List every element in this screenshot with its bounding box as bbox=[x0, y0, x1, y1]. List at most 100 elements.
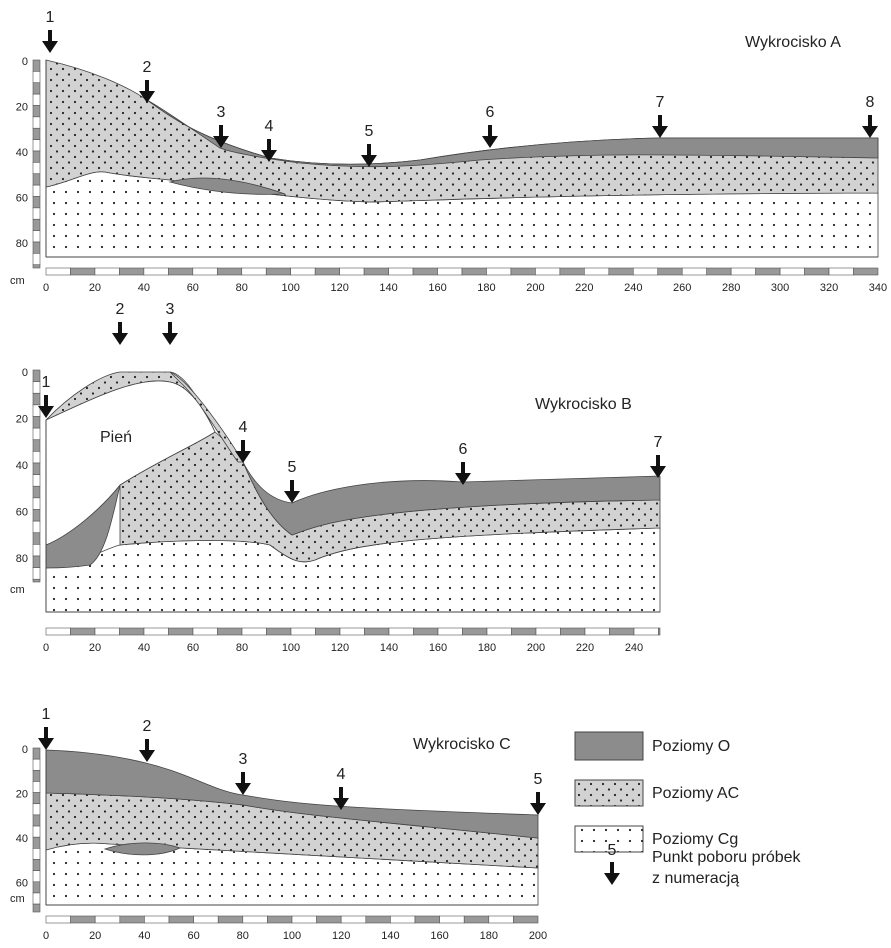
distance-scale bbox=[414, 628, 439, 635]
depth-ruler bbox=[33, 197, 40, 208]
distance-scale bbox=[512, 628, 537, 635]
panel-title: Wykrocisko A bbox=[745, 34, 841, 51]
distance-scale bbox=[659, 628, 661, 635]
distance-scale bbox=[120, 628, 145, 635]
legend-arrow bbox=[604, 862, 620, 885]
distance-scale bbox=[438, 628, 463, 635]
x-tick-label: 260 bbox=[673, 282, 691, 294]
depth-ruler bbox=[33, 871, 40, 882]
sample-point-number: 5 bbox=[534, 771, 543, 788]
x-tick-label: 280 bbox=[722, 282, 740, 294]
sample-point-number: 2 bbox=[116, 301, 125, 318]
sample-arrow bbox=[650, 455, 666, 478]
depth-ruler bbox=[33, 253, 40, 264]
distance-scale bbox=[415, 916, 440, 923]
distance-scale bbox=[95, 268, 119, 275]
depth-ruler bbox=[33, 428, 40, 440]
sample-point-number: 1 bbox=[42, 706, 51, 723]
distance-scale bbox=[366, 916, 391, 923]
depth-ruler bbox=[33, 440, 40, 452]
y-tick-label: 40 bbox=[16, 460, 28, 472]
sample-arrow bbox=[482, 125, 498, 148]
depth-ruler bbox=[33, 498, 40, 510]
y-tick-label: 0 bbox=[22, 367, 28, 379]
y-tick-label: 20 bbox=[16, 101, 28, 113]
x-tick-label: 200 bbox=[526, 282, 544, 294]
depth-ruler bbox=[33, 451, 40, 463]
depth-ruler bbox=[33, 510, 40, 522]
sample-arrow bbox=[42, 30, 58, 53]
distance-scale bbox=[365, 628, 390, 635]
legend-sample-number: 5 bbox=[608, 842, 617, 859]
x-tick-label: 180 bbox=[478, 642, 496, 654]
distance-scale bbox=[218, 916, 243, 923]
depth-ruler bbox=[33, 759, 40, 770]
sample-point-number: 2 bbox=[143, 718, 152, 735]
x-tick-label: 140 bbox=[380, 642, 398, 654]
distance-scale bbox=[169, 628, 194, 635]
distance-scale bbox=[438, 268, 462, 275]
distance-scale bbox=[513, 916, 538, 923]
x-tick-label: 80 bbox=[237, 930, 249, 942]
distance-scale bbox=[440, 916, 465, 923]
y-tick-label: 60 bbox=[16, 192, 28, 204]
distance-scale bbox=[682, 268, 706, 275]
x-tick-label: 100 bbox=[282, 282, 300, 294]
x-tick-label: 140 bbox=[381, 930, 399, 942]
legend-label: Poziomy O bbox=[652, 738, 730, 755]
distance-scale bbox=[340, 628, 365, 635]
legend-sample-text: Punkt poboru próbek bbox=[652, 849, 802, 866]
sample-arrow bbox=[162, 322, 178, 345]
x-tick-label: 100 bbox=[283, 930, 301, 942]
depth-ruler bbox=[33, 804, 40, 815]
depth-ruler bbox=[33, 162, 40, 173]
x-tick-label: 120 bbox=[331, 642, 349, 654]
distance-scale bbox=[707, 268, 731, 275]
figure: Poziomy O Poziomy AC Poziomy Cg 5 Punkt … bbox=[0, 0, 891, 943]
y-unit: cm bbox=[10, 275, 25, 287]
sample-arrow bbox=[530, 792, 546, 815]
x-tick-label: 80 bbox=[236, 642, 248, 654]
distance-scale bbox=[70, 268, 94, 275]
depth-ruler bbox=[33, 463, 40, 475]
distance-scale bbox=[194, 916, 219, 923]
x-tick-label: 240 bbox=[625, 642, 643, 654]
y-tick-label: 40 bbox=[16, 147, 28, 159]
depth-ruler bbox=[33, 579, 40, 582]
sample-arrow bbox=[284, 480, 300, 503]
legend-label: Poziomy Cg bbox=[652, 831, 738, 848]
legend: Poziomy O Poziomy AC Poziomy Cg 5 Punkt … bbox=[575, 732, 802, 887]
x-tick-label: 200 bbox=[529, 930, 547, 942]
sample-arrow bbox=[112, 322, 128, 345]
x-tick-label: 240 bbox=[624, 282, 642, 294]
distance-scale bbox=[46, 628, 71, 635]
depth-ruler bbox=[33, 770, 40, 781]
x-tick-label: 120 bbox=[330, 282, 348, 294]
distance-scale bbox=[854, 268, 878, 275]
depth-ruler bbox=[33, 837, 40, 848]
depth-ruler bbox=[33, 533, 40, 545]
x-tick-label: 340 bbox=[869, 282, 887, 294]
sample-arrow bbox=[38, 727, 54, 750]
x-tick-label: 0 bbox=[43, 282, 49, 294]
depth-ruler bbox=[33, 486, 40, 498]
x-tick-label: 180 bbox=[477, 282, 495, 294]
sample-point-number: 4 bbox=[239, 419, 248, 436]
distance-scale bbox=[489, 916, 514, 923]
distance-scale bbox=[71, 916, 96, 923]
depth-ruler bbox=[33, 94, 40, 105]
x-tick-label: 80 bbox=[236, 282, 248, 294]
x-tick-label: 180 bbox=[480, 930, 498, 942]
x-tick-label: 200 bbox=[527, 642, 545, 654]
distance-scale bbox=[95, 916, 120, 923]
sample-point-number: 2 bbox=[143, 59, 152, 76]
distance-scale bbox=[266, 268, 290, 275]
x-tick-label: 0 bbox=[43, 930, 49, 942]
x-tick-label: 100 bbox=[282, 642, 300, 654]
distance-scale bbox=[46, 268, 70, 275]
distance-scale bbox=[584, 268, 608, 275]
legend-sample-text: z numeracją bbox=[652, 870, 739, 887]
distance-scale bbox=[217, 268, 241, 275]
x-tick-label: 20 bbox=[89, 282, 101, 294]
depth-ruler bbox=[33, 417, 40, 429]
